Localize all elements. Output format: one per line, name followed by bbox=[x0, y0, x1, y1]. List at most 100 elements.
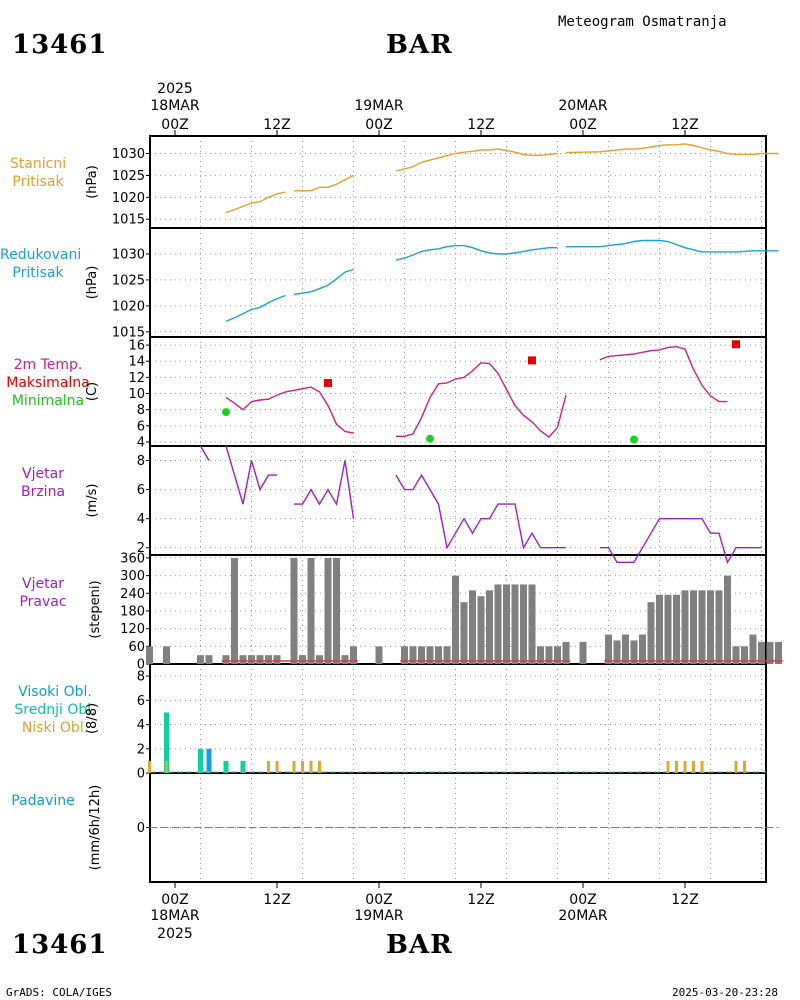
wind-direction-bar bbox=[290, 557, 298, 664]
wind-dir-label-line2: Pravac bbox=[19, 594, 67, 610]
y-tick-label: 4 bbox=[137, 435, 145, 450]
x-day-label-top: 20MAR bbox=[558, 98, 607, 114]
wind-direction-bar bbox=[656, 594, 663, 664]
stanicni-pressure-line bbox=[395, 148, 558, 172]
x-year-label-bottom: 2025 bbox=[157, 926, 193, 942]
low-cloud-bar bbox=[275, 760, 279, 773]
y-tick-label: 60 bbox=[128, 640, 145, 655]
wind-direction-bar bbox=[265, 655, 272, 664]
wind-direction-bar bbox=[452, 575, 459, 664]
y-tick-label: 1030 bbox=[112, 147, 145, 162]
wind-direction-bar bbox=[494, 584, 502, 664]
credit-label: GrADS: COLA/IGES bbox=[6, 986, 112, 999]
wind-direction-bar bbox=[554, 646, 561, 664]
y-tick-label: 360 bbox=[120, 551, 145, 566]
wind-direction-bar bbox=[273, 655, 281, 664]
temperature-line bbox=[396, 362, 567, 439]
wind-direction-bar bbox=[520, 584, 527, 664]
wind-direction-bar bbox=[239, 655, 247, 664]
temperature-line bbox=[599, 345, 728, 403]
low-cloud-bar bbox=[700, 760, 704, 773]
wind-direction-bar bbox=[443, 646, 451, 664]
y-axis-unit: (hPa) bbox=[85, 266, 100, 300]
wind-direction-bar bbox=[435, 646, 442, 664]
x-tick-label-bottom: 00Z bbox=[365, 892, 392, 908]
wind-direction-bar bbox=[511, 584, 519, 664]
y-tick-label: 1015 bbox=[112, 213, 145, 228]
y-tick-label: 8 bbox=[137, 670, 145, 685]
y-tick-label: 0 bbox=[137, 821, 145, 836]
redukovani-label-line1: Redukovani bbox=[0, 247, 82, 263]
wind-direction-bar bbox=[316, 655, 323, 664]
wind-dir-label: Vjetar Pravac bbox=[0, 575, 86, 611]
low-cloud-bar bbox=[301, 760, 304, 773]
redukovani-pressure-line bbox=[293, 268, 354, 296]
wind-direction-bar bbox=[163, 646, 170, 664]
wind-direction-bar bbox=[562, 641, 570, 664]
tmin-marker bbox=[222, 408, 230, 417]
wind-direction-bar bbox=[350, 646, 357, 664]
y-axis-unit: (mm/6h/12h) bbox=[88, 785, 103, 871]
x-day-label-bottom: 19MAR bbox=[354, 908, 403, 924]
wind-direction-bar bbox=[647, 602, 655, 664]
wind-direction-bar bbox=[613, 640, 621, 664]
temperature-line bbox=[225, 386, 354, 434]
wind-direction-bar bbox=[639, 634, 646, 664]
wind-direction-bar bbox=[401, 646, 408, 664]
y-tick-label: 8 bbox=[137, 403, 145, 418]
y-tick-label: 4 bbox=[137, 718, 145, 733]
y-tick-label: 1015 bbox=[112, 325, 145, 340]
temp-label-line2: Maksimalna bbox=[6, 375, 90, 391]
low-cloud-bar bbox=[734, 760, 738, 773]
x-tick-label-top: 12Z bbox=[671, 117, 698, 133]
clouds-label: Visoki Obl. Srednji Obl. Niski Obl. bbox=[0, 683, 110, 737]
redukovani-pressure-line bbox=[566, 239, 779, 253]
mid-cloud-bar bbox=[198, 748, 203, 773]
wind-direction-bar bbox=[256, 655, 264, 664]
tmax-marker bbox=[324, 379, 332, 388]
y-axis-unit: (m/s) bbox=[85, 484, 100, 518]
wind-direction-bar bbox=[579, 641, 587, 664]
tmin-marker bbox=[630, 435, 638, 444]
station-name-top: BAR bbox=[386, 30, 453, 60]
y-tick-label: 8 bbox=[137, 454, 145, 469]
station-id-bottom: 13461 bbox=[12, 930, 108, 960]
wind-direction-bar bbox=[724, 575, 731, 664]
y-tick-label: 2 bbox=[137, 541, 145, 556]
wind-direction-bar bbox=[299, 655, 306, 664]
wind-direction-bar bbox=[197, 655, 204, 664]
wind-direction-bar bbox=[749, 634, 757, 664]
mid-cloud-bar bbox=[240, 760, 246, 773]
wind-direction-bar bbox=[732, 646, 740, 664]
wind-direction-bar bbox=[605, 634, 612, 664]
wind-direction-bar bbox=[477, 596, 485, 664]
low-cloud-bar bbox=[148, 760, 151, 773]
low-cloud-bar bbox=[165, 760, 168, 773]
stanicni-pressure-line bbox=[294, 174, 354, 192]
y-axis-unit: (C) bbox=[85, 382, 100, 401]
low-cloud-bar bbox=[675, 760, 678, 773]
y-axis-unit: (8/8) bbox=[85, 703, 100, 734]
wind-direction-bar bbox=[333, 557, 340, 664]
low-cloud-bar bbox=[309, 760, 313, 773]
y-tick-label: 6 bbox=[137, 694, 145, 709]
y-tick-label: 1020 bbox=[112, 191, 145, 206]
redukovani-pressure-line bbox=[225, 294, 286, 323]
x-day-label-bottom: 20MAR bbox=[558, 908, 607, 924]
wind-direction-bar bbox=[469, 590, 476, 664]
x-tick-label-top: 00Z bbox=[161, 117, 188, 133]
wind-speed-line bbox=[199, 445, 210, 461]
y-tick-label: 120 bbox=[120, 622, 145, 637]
y-tick-label: 6 bbox=[137, 483, 145, 498]
y-tick-label: 16 bbox=[128, 339, 145, 354]
wind-direction-bar bbox=[537, 646, 544, 664]
wind-speed-label-line1: Vjetar bbox=[22, 466, 64, 482]
y-tick-label: 1030 bbox=[112, 247, 145, 262]
x-tick-label-bottom: 00Z bbox=[161, 892, 188, 908]
y-tick-label: 12 bbox=[128, 371, 145, 386]
y-tick-label: 1025 bbox=[112, 169, 145, 184]
tmin-marker bbox=[426, 434, 434, 443]
low-cloud-bar bbox=[318, 760, 321, 773]
redukovani-label-line2: Pritisak bbox=[12, 265, 64, 281]
